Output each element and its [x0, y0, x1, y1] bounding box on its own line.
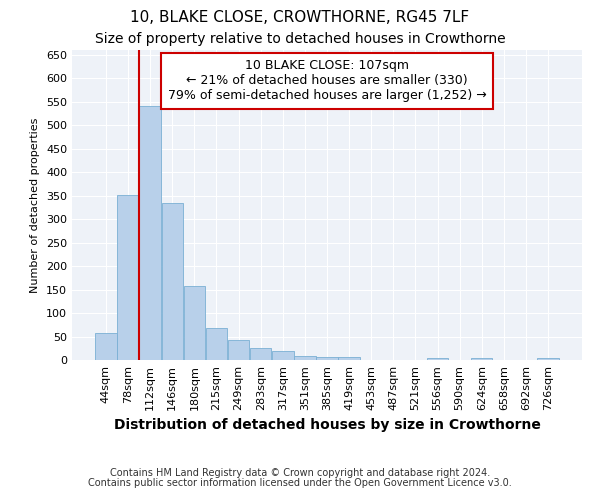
Bar: [117, 194, 139, 360]
Text: 10, BLAKE CLOSE, CROWTHORNE, RG45 7LF: 10, BLAKE CLOSE, CROWTHORNE, RG45 7LF: [130, 10, 470, 25]
Bar: [228, 340, 249, 360]
Bar: [184, 286, 205, 360]
X-axis label: Distribution of detached houses by size in Crowthorne: Distribution of detached houses by size …: [113, 418, 541, 432]
Text: Size of property relative to detached houses in Crowthorne: Size of property relative to detached ho…: [95, 32, 505, 46]
Bar: [206, 328, 227, 360]
Text: 10 BLAKE CLOSE: 107sqm
← 21% of detached houses are smaller (330)
79% of semi-de: 10 BLAKE CLOSE: 107sqm ← 21% of detached…: [167, 60, 487, 102]
Text: Contains HM Land Registry data © Crown copyright and database right 2024.: Contains HM Land Registry data © Crown c…: [110, 468, 490, 477]
Bar: [95, 333, 116, 360]
Bar: [471, 358, 493, 360]
Bar: [272, 351, 293, 360]
Y-axis label: Number of detached properties: Number of detached properties: [31, 118, 40, 292]
Bar: [316, 356, 338, 360]
Bar: [294, 356, 316, 360]
Bar: [161, 202, 183, 360]
Bar: [139, 106, 161, 360]
Bar: [427, 358, 448, 360]
Text: Contains public sector information licensed under the Open Government Licence v3: Contains public sector information licen…: [88, 478, 512, 488]
Bar: [250, 348, 271, 360]
Bar: [538, 358, 559, 360]
Bar: [338, 357, 360, 360]
